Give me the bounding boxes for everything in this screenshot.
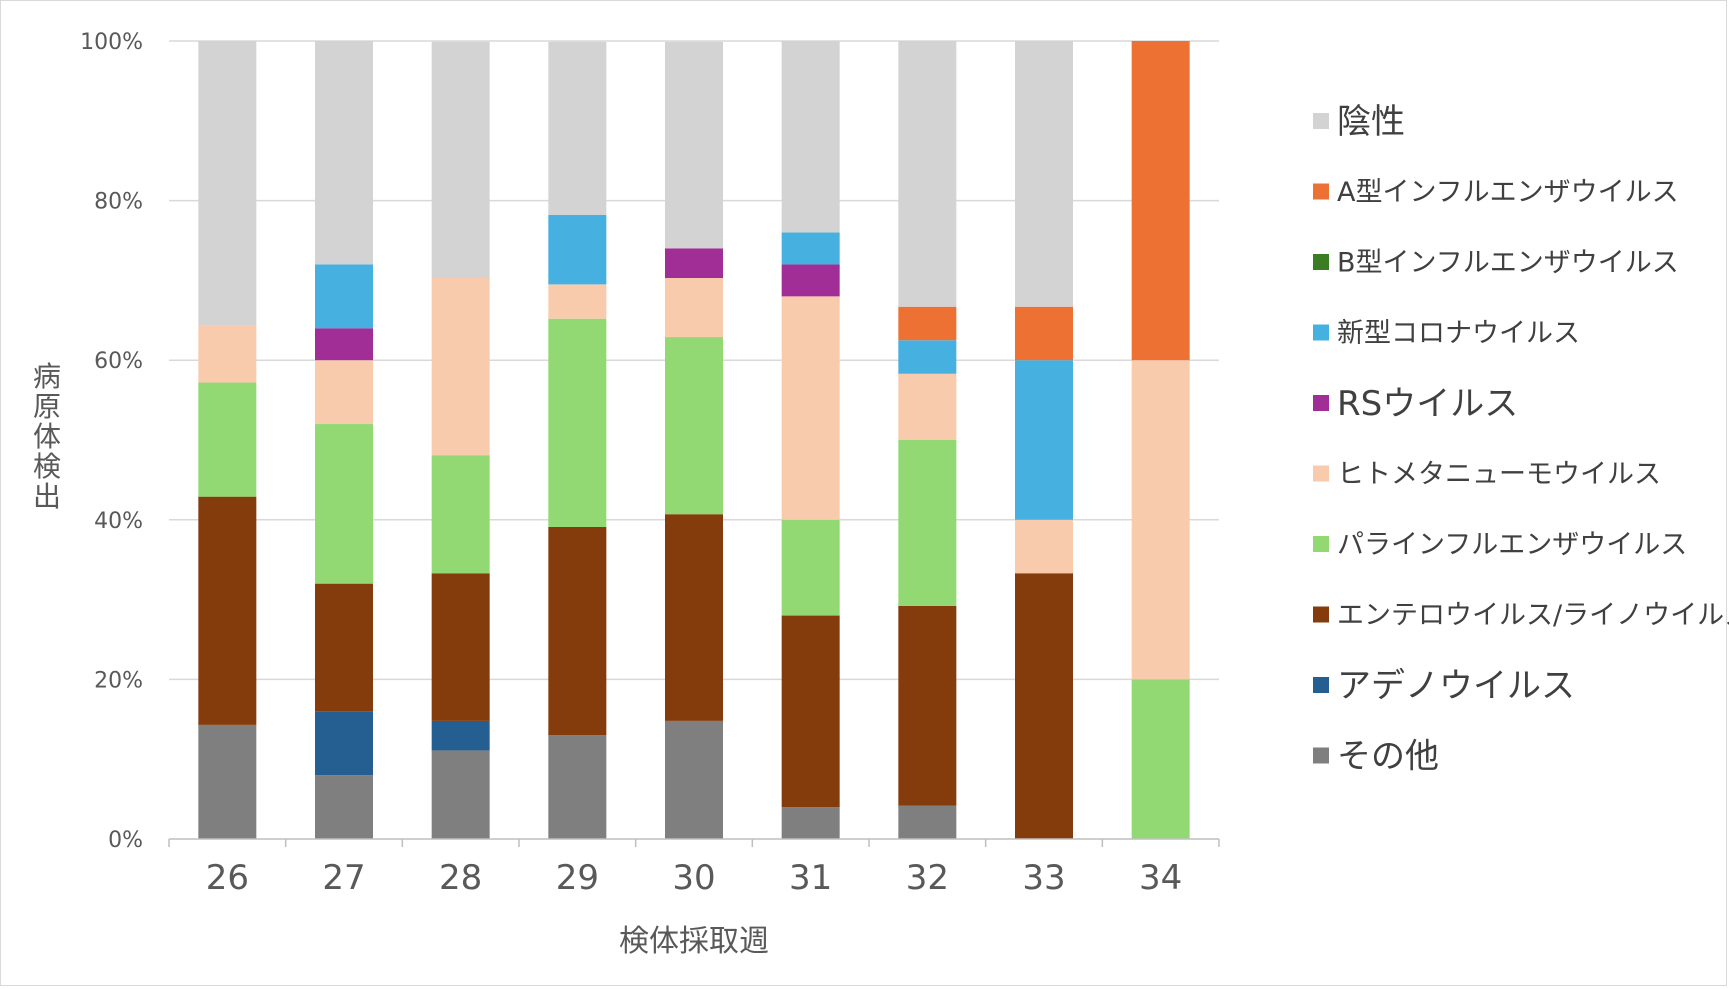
x-tick-label: 26 bbox=[206, 858, 249, 898]
bar-segment bbox=[781, 232, 840, 265]
bar-segment bbox=[431, 455, 490, 574]
bar-segment bbox=[548, 318, 607, 527]
bar-segment bbox=[665, 720, 723, 839]
bar-segment bbox=[898, 605, 957, 806]
bar-segment bbox=[781, 41, 840, 233]
bar-segment bbox=[665, 337, 723, 515]
bar-segment bbox=[548, 284, 607, 319]
axes bbox=[168, 838, 1220, 847]
x-tick-label: 30 bbox=[672, 858, 715, 898]
bar-segment bbox=[315, 711, 373, 776]
y-tick-label: 0% bbox=[108, 828, 143, 853]
x-tick-label: 28 bbox=[439, 858, 482, 898]
x-tick-label: 32 bbox=[906, 858, 949, 898]
legend-swatch bbox=[1313, 395, 1329, 411]
bar-segment bbox=[315, 424, 373, 584]
bar-segment bbox=[431, 750, 490, 839]
bar-segment bbox=[198, 325, 257, 383]
bar-segment bbox=[548, 735, 607, 839]
legend-label: ヒトメタニューモウイルス bbox=[1337, 459, 1661, 490]
legend-label: 陰性 bbox=[1337, 102, 1405, 142]
bar-segment bbox=[781, 519, 840, 616]
bar-segment bbox=[1015, 306, 1073, 361]
y-axis-label: 病原体検出 bbox=[33, 360, 61, 513]
legend-swatch bbox=[1313, 113, 1329, 129]
bar-segment bbox=[1131, 360, 1190, 680]
legend-swatch bbox=[1313, 324, 1329, 341]
bar-segment bbox=[1015, 360, 1073, 520]
bar-segment bbox=[898, 306, 957, 341]
legend-swatch bbox=[1313, 254, 1329, 270]
bar-segment bbox=[665, 41, 723, 249]
x-tick-label: 33 bbox=[1022, 858, 1065, 898]
legend-label: パラインフルエンザウイルス bbox=[1337, 530, 1687, 561]
bar-segment bbox=[431, 573, 490, 721]
bar-segment bbox=[898, 373, 957, 440]
bar-segment bbox=[548, 526, 607, 736]
bar-segment bbox=[315, 360, 373, 425]
bar-segment bbox=[781, 807, 840, 839]
legend-swatch bbox=[1313, 536, 1329, 552]
legend-swatch bbox=[1313, 677, 1329, 693]
bar-segment bbox=[665, 278, 723, 338]
x-tick-label: 27 bbox=[322, 858, 365, 898]
bar-segment bbox=[1131, 41, 1190, 361]
x-tick-label: 31 bbox=[789, 858, 832, 898]
bar-segment bbox=[781, 296, 840, 520]
legend-swatch bbox=[1313, 465, 1329, 482]
bar-segment bbox=[198, 382, 257, 497]
bar-segment bbox=[315, 583, 373, 712]
x-tick-labels: 26 27 28 29 30 31 32 33 34 bbox=[206, 858, 1183, 898]
legend-label: その他 bbox=[1337, 737, 1439, 777]
legend-swatch bbox=[1313, 747, 1329, 764]
legend-swatch bbox=[1313, 606, 1329, 623]
x-tick-label: 29 bbox=[556, 858, 599, 898]
bar-segment bbox=[1131, 679, 1190, 839]
bar-segment bbox=[431, 41, 490, 279]
bar-segment bbox=[898, 41, 957, 307]
x-tick-label: 34 bbox=[1139, 858, 1182, 898]
bar-segment bbox=[665, 514, 723, 721]
legend-swatch bbox=[1313, 183, 1329, 200]
bar-segment bbox=[315, 328, 373, 361]
legend-label: エンテロウイルス/ライノウイルス bbox=[1337, 600, 1729, 631]
legend-label: RSウイルス bbox=[1337, 384, 1518, 424]
y-tick-label: 80% bbox=[94, 190, 143, 215]
bar-segment bbox=[431, 720, 490, 751]
legend-label: 新型コロナウイルス bbox=[1337, 318, 1580, 349]
bar-segment bbox=[315, 775, 373, 839]
y-tick-label: 20% bbox=[94, 668, 143, 693]
bar-segment bbox=[315, 264, 373, 329]
bar-segment bbox=[431, 278, 490, 456]
y-tick-label: 100% bbox=[80, 30, 143, 55]
bar-segment bbox=[898, 340, 957, 374]
bar-segment bbox=[665, 248, 723, 279]
bar-segment bbox=[781, 264, 840, 297]
bar-segment bbox=[898, 440, 957, 606]
bar-segment bbox=[898, 805, 957, 839]
bar-segment bbox=[1015, 573, 1073, 839]
legend-label: アデノウイルス bbox=[1337, 666, 1575, 706]
bar-segment bbox=[1015, 41, 1073, 307]
legend-label: B型インフルエンザウイルス bbox=[1337, 248, 1679, 279]
bar-segment bbox=[198, 496, 257, 725]
bar-segment bbox=[548, 41, 607, 215]
bars bbox=[198, 41, 1190, 839]
y-tick-labels: 0% 20% 40% 60% 80% 100% bbox=[80, 30, 143, 853]
bar-segment bbox=[781, 615, 840, 808]
x-axis-label: 検体採取週 bbox=[619, 924, 769, 959]
bar-segment bbox=[548, 214, 607, 285]
y-tick-label: 60% bbox=[94, 349, 143, 374]
bar-segment bbox=[315, 41, 373, 265]
legend-label: A型インフルエンザウイルス bbox=[1337, 177, 1679, 208]
bar-segment bbox=[198, 724, 257, 839]
bar-segment bbox=[198, 41, 257, 326]
bar-segment bbox=[1015, 519, 1073, 574]
y-tick-label: 40% bbox=[94, 509, 143, 534]
